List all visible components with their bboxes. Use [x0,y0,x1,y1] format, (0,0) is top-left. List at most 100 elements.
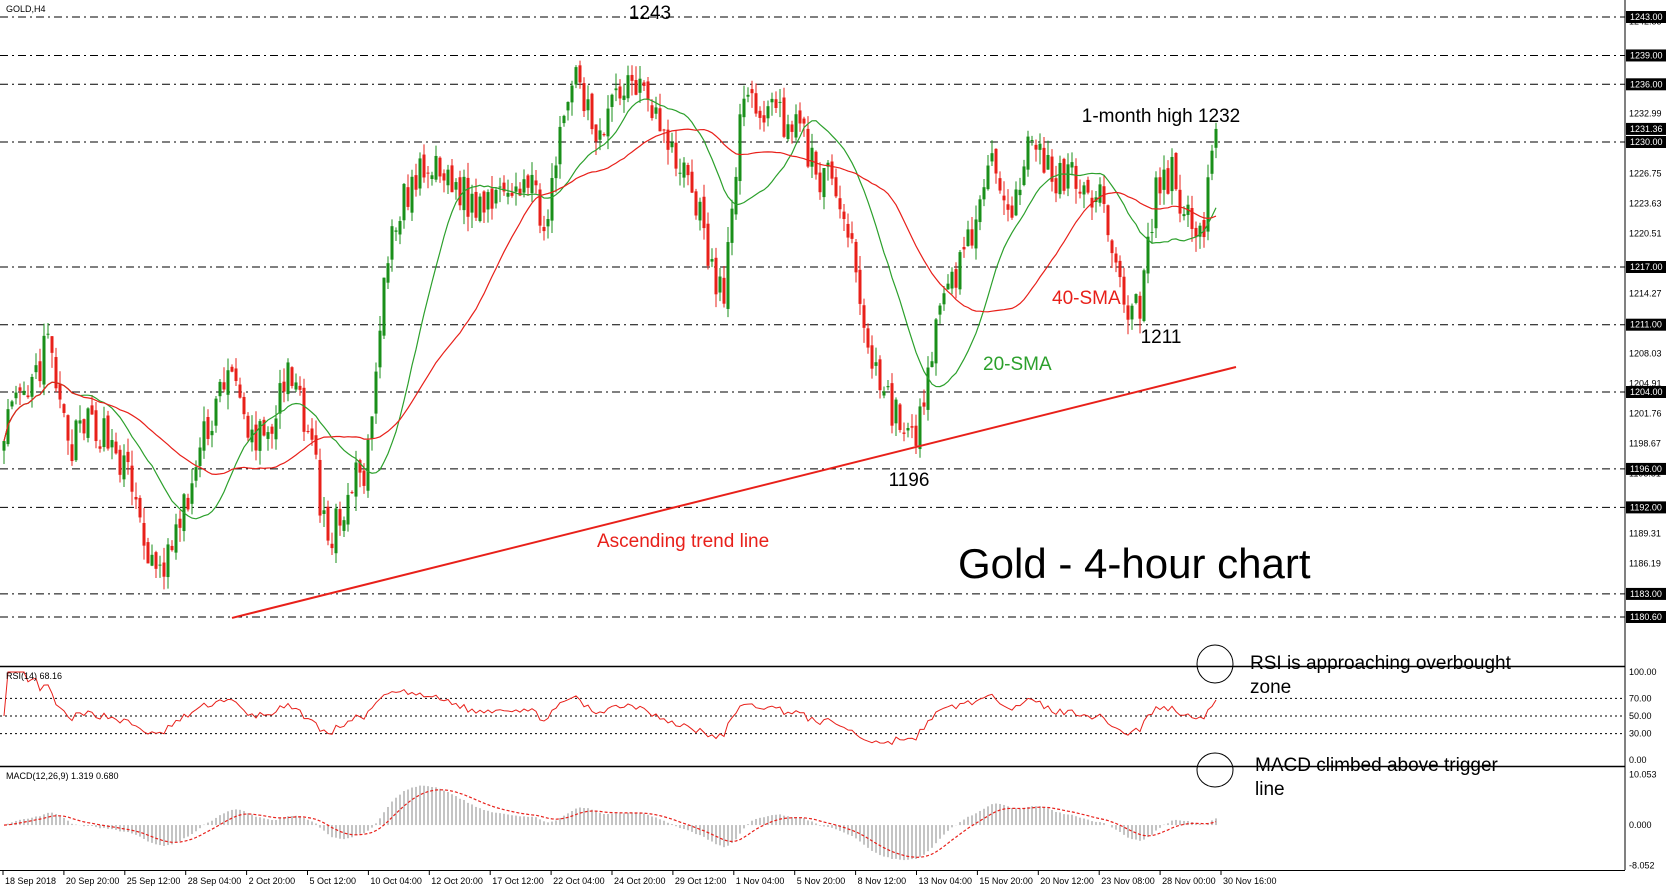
candle-body [1078,191,1082,194]
candle-body [734,176,738,215]
macd-annotation-line-1: MACD climbed above trigger [1255,755,1499,776]
candle-body [438,157,442,177]
candle [414,163,418,197]
candle [1110,238,1114,269]
candle [1154,171,1158,239]
x-tick-label: 28 Sep 04:00 [188,876,242,886]
level-price-badge [1626,587,1666,600]
candle-body [298,385,302,390]
candle-body [962,247,966,250]
candle [1158,167,1162,206]
candle-body [1110,240,1114,254]
candle-body [654,107,658,114]
annotation-month-high: 1-month high 1232 [1082,106,1240,127]
candle-body [126,451,130,463]
candle-body [590,93,594,130]
candle-body [10,401,14,407]
candle-body [686,164,690,176]
candle-body [1086,179,1090,193]
annotation-1243: 1243 [629,3,671,24]
y-tick-label: 1214.27 [1629,288,1662,298]
candle-body [1026,136,1030,170]
candle-body [782,97,786,137]
candle [1138,291,1142,334]
x-tick-label: 2 Oct 20:00 [249,876,296,886]
candle [1134,293,1138,305]
candle [1130,303,1134,330]
candle [54,347,58,393]
candle [986,155,990,191]
candle-body [522,179,526,193]
candle-body [210,430,214,436]
candle [382,277,386,340]
candle [438,156,442,183]
candle [1062,157,1066,195]
candle [66,414,70,455]
candle-body [838,198,842,210]
candle [454,178,458,200]
candle-body [614,88,618,91]
candle-body [830,161,834,179]
candle [662,128,666,143]
candle [170,540,174,552]
candle-body [810,147,814,167]
x-tick-label: 5 Nov 20:00 [797,876,846,886]
candle [902,422,906,442]
candle [234,358,238,387]
candle [238,377,242,399]
candle-body [978,199,982,223]
candle [50,335,54,368]
candle-body [462,176,466,211]
candle-body [930,361,934,368]
level-price-badge-label: 1204.00 [1630,387,1663,397]
candle-body [98,446,102,449]
candle [710,248,714,268]
y-tick-label: 1220.51 [1629,228,1662,238]
candle [854,238,858,283]
candle [814,150,818,180]
candle-body [1170,156,1174,192]
candle-body [1214,128,1218,148]
candle [826,160,830,181]
candle [18,383,22,405]
candlesticks [2,60,1218,590]
candle-body [166,544,170,578]
candle [522,169,526,198]
candle-body [538,189,542,226]
candle [114,432,118,455]
candle-body [806,128,810,167]
candle [1198,222,1202,249]
candle [106,410,110,451]
candle-body [198,447,202,466]
candle [690,159,694,193]
candle-body [794,114,798,138]
candle [110,428,114,460]
candle-body [850,233,854,239]
candle-body [302,387,306,432]
candle [86,407,90,443]
candle [254,411,258,461]
candle [226,358,230,410]
candle-body [434,155,438,180]
candle-body [350,492,354,494]
current-price-badge [1626,122,1666,135]
candle-body [758,110,762,118]
level-price-badge [1626,462,1666,475]
candle-body [598,130,602,140]
candle-body [34,365,38,373]
candle [354,450,358,512]
x-tick-label: 23 Nov 08:00 [1101,876,1155,886]
rsi-label: RSI(14) 68.16 [6,671,62,681]
candle [930,351,934,368]
candle [998,171,1002,194]
candle [366,434,370,498]
candle-body [914,425,918,446]
level-price-badge [1626,318,1666,331]
macd-tick-label: -8.052 [1629,861,1655,871]
candle [626,65,630,103]
candle [734,167,738,220]
candle-body [534,180,538,186]
candle [918,398,922,458]
candle-body [1038,143,1042,150]
candle-body [430,175,434,180]
